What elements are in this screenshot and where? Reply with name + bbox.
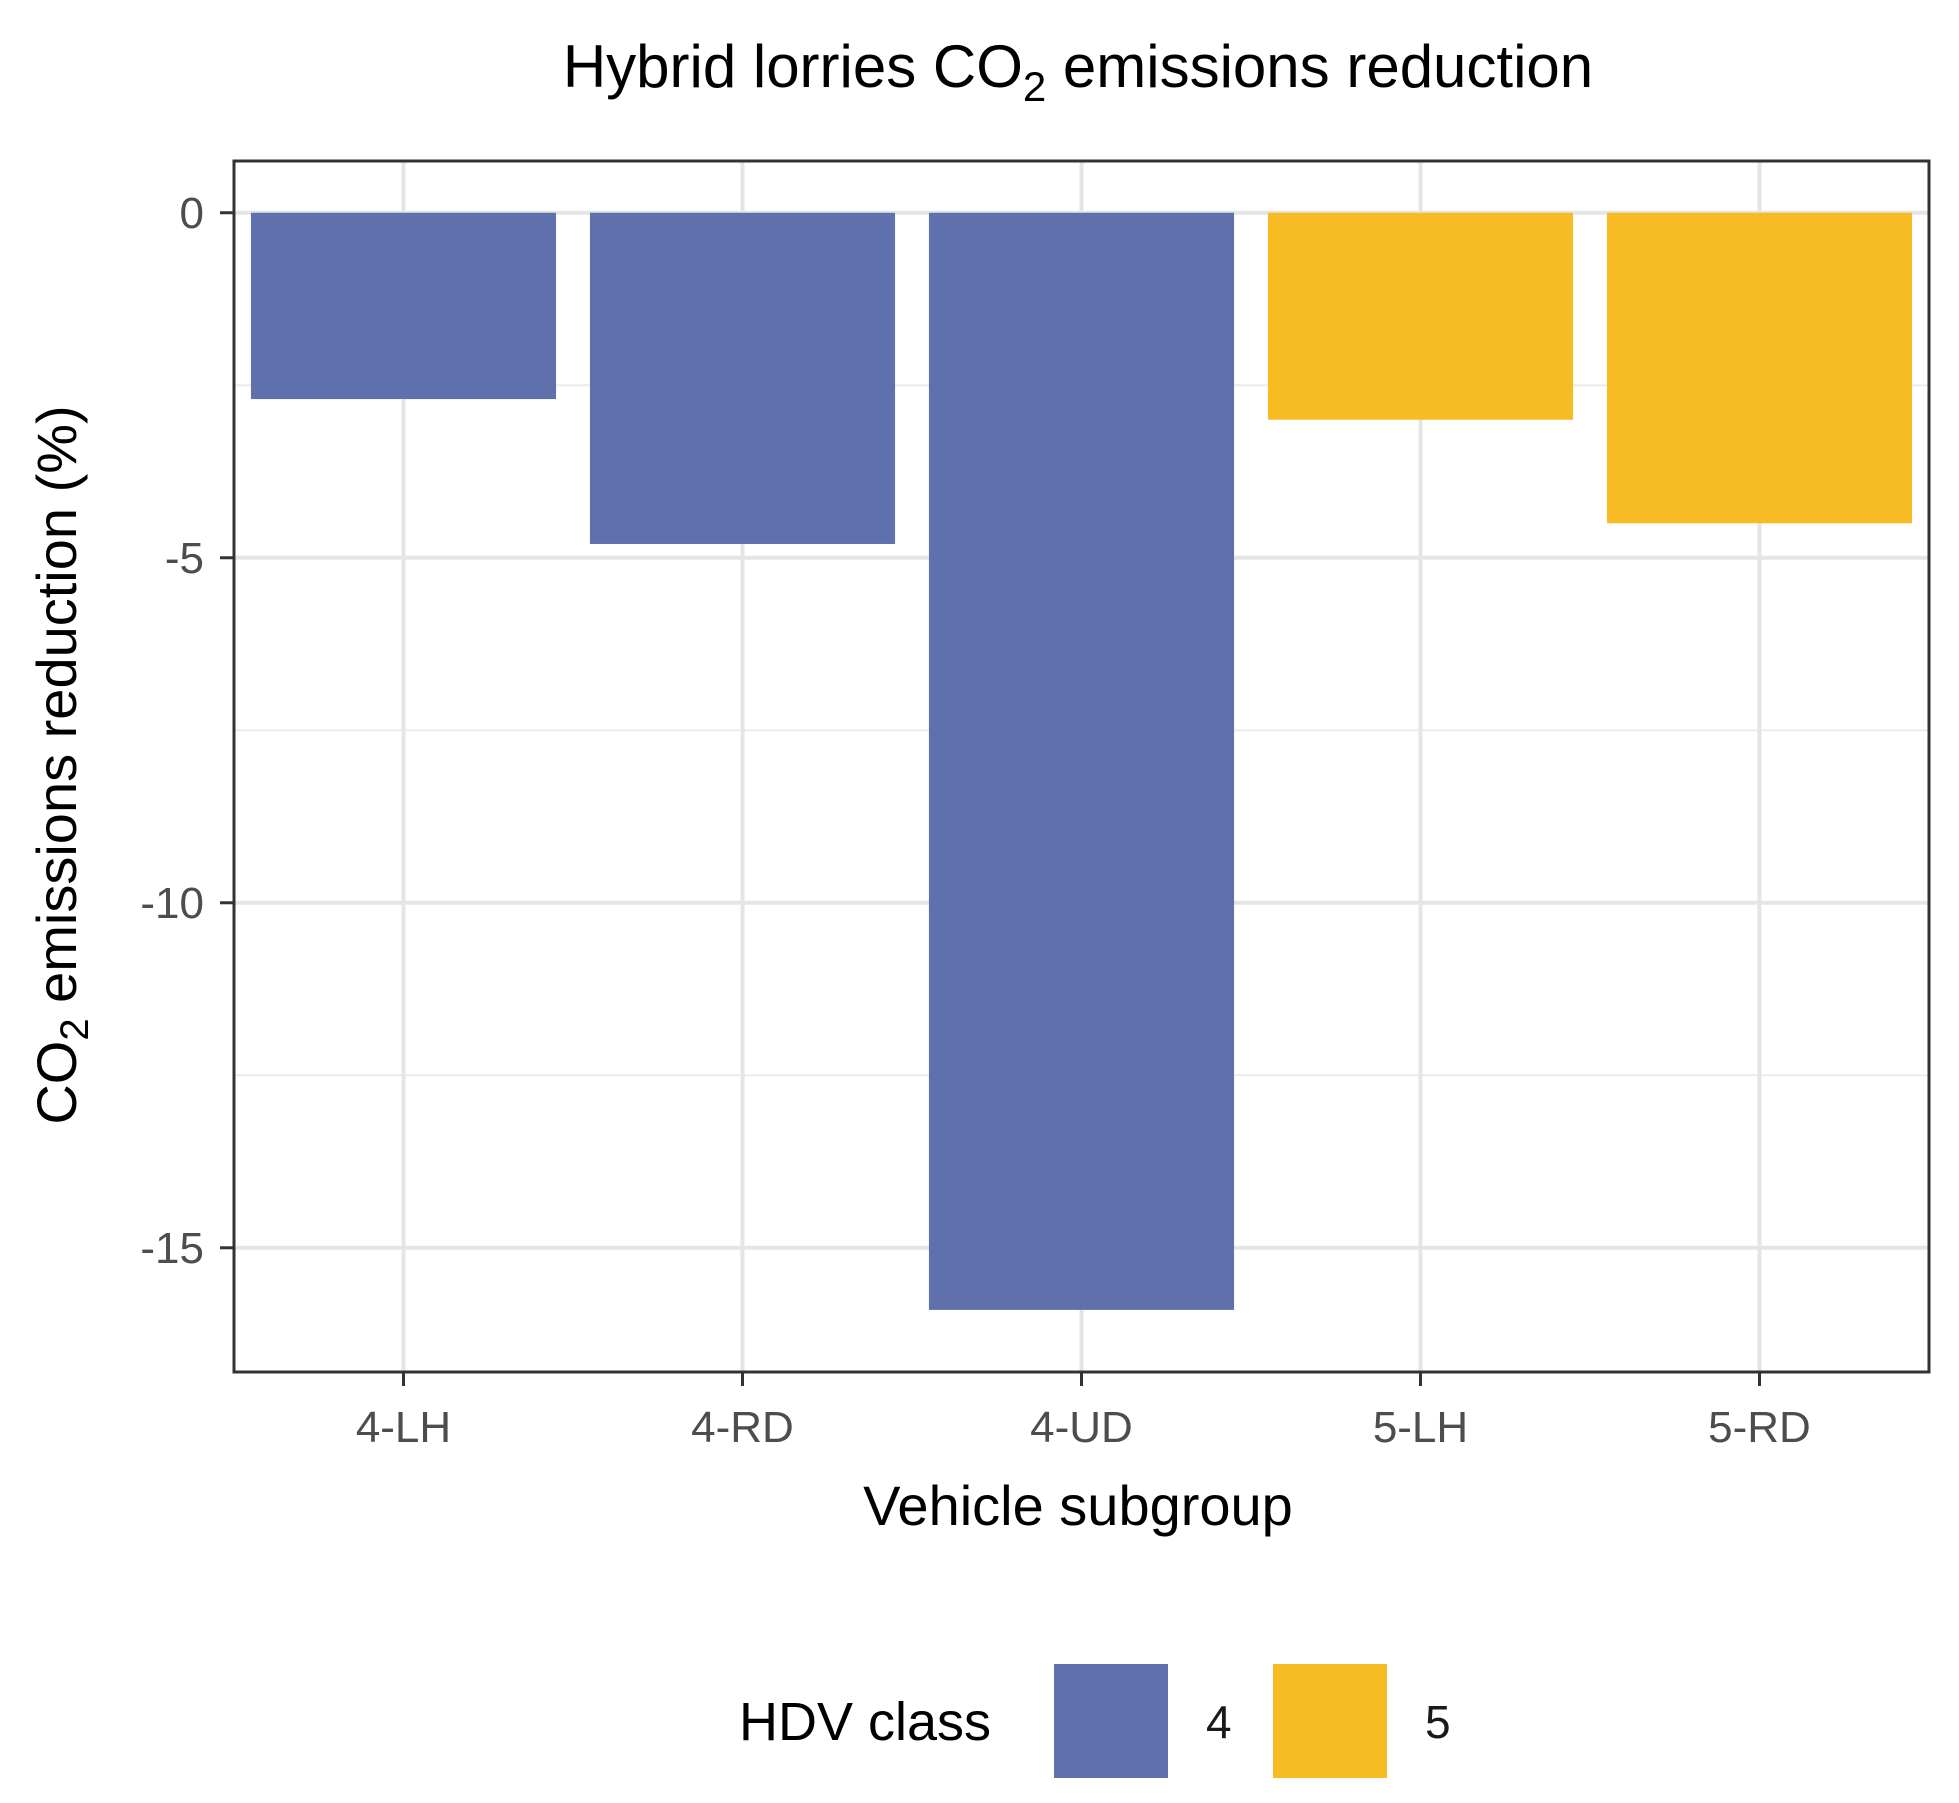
legend: HDV class 4 5 <box>739 1664 1451 1778</box>
x-tick-label: 4-UD <box>1030 1403 1133 1452</box>
chart-title-subscript: 2 <box>1023 63 1046 110</box>
bar-4-ud <box>928 212 1235 1310</box>
y-axis-title-subscript: 2 <box>53 1018 97 1040</box>
y-tick-label: -15 <box>140 1224 204 1273</box>
y-tick-label: 0 <box>180 189 204 238</box>
y-axis: 0 -5 -10 -15 <box>140 189 234 1273</box>
x-tick-label: 4-LH <box>356 1403 451 1452</box>
chart-title-text-end: emissions reduction <box>1046 33 1593 100</box>
y-axis-title: CO2 emissions reduction (%) <box>25 405 97 1124</box>
chart-title-text: Hybrid lorries CO <box>563 33 1023 100</box>
chart-title: Hybrid lorries CO2 emissions reduction <box>563 33 1593 110</box>
legend-label-class-4: 4 <box>1206 1696 1232 1748</box>
y-tick-label: -5 <box>165 534 204 583</box>
legend-swatch-class-4 <box>1054 1664 1168 1778</box>
bar-4-lh <box>250 212 557 400</box>
legend-swatch-class-5 <box>1273 1664 1387 1778</box>
bars <box>250 212 1913 1310</box>
bar-5-lh <box>1267 212 1574 420</box>
bar-4-rd <box>589 212 896 544</box>
x-tick-label: 4-RD <box>691 1403 794 1452</box>
legend-title: HDV class <box>739 1692 991 1752</box>
y-axis-title-text-end: emissions reduction (%) <box>25 405 88 1018</box>
x-tick-label: 5-RD <box>1708 1403 1811 1452</box>
x-axis: 4-LH 4-RD 4-UD 5-LH 5-RD <box>356 1372 1811 1452</box>
x-tick-label: 5-LH <box>1373 1403 1468 1452</box>
y-tick-label: -10 <box>140 879 204 928</box>
y-axis-title-text: CO <box>25 1041 88 1125</box>
legend-label-class-5: 5 <box>1425 1696 1451 1748</box>
x-axis-title: Vehicle subgroup <box>863 1474 1293 1537</box>
bar-5-rd <box>1606 212 1913 524</box>
